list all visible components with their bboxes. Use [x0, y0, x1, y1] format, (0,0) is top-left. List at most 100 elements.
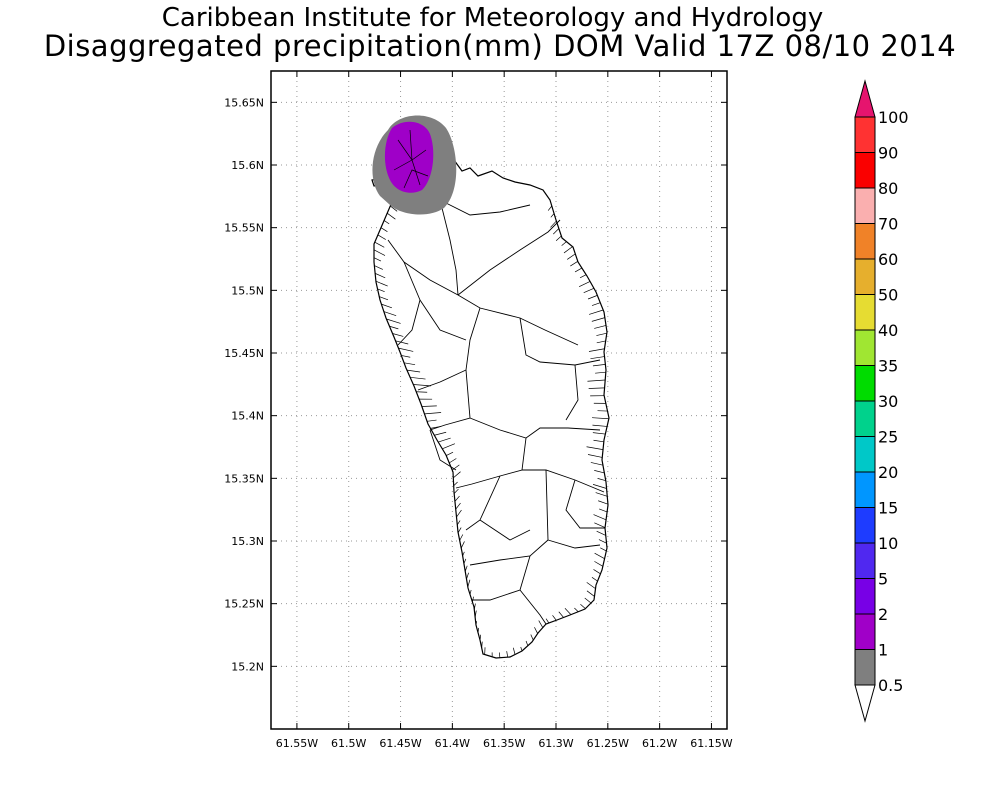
coastal-stream	[558, 611, 564, 618]
lat-tick-label: 15.45N	[224, 347, 264, 360]
title-line-2: Disaggregated precipitation(mm) DOM Vali…	[43, 29, 957, 63]
coastal-stream	[472, 596, 474, 602]
coastal-stream	[550, 213, 555, 218]
coastal-stream	[386, 212, 396, 220]
colorbar-swatch	[854, 329, 876, 366]
latitude-tick-labels: 15.2N 15.25N 15.3N 15.35N 15.4N 15.45N 15.5N 15…	[224, 96, 264, 673]
coastal-stream	[469, 589, 472, 595]
coastal-stream	[390, 205, 398, 212]
lon-tick-label: 61.5W	[331, 737, 366, 750]
precipitation-shading	[372, 115, 457, 215]
colorbar-label: 30	[878, 392, 898, 411]
coastal-stream	[452, 464, 460, 471]
colorbar-swatch	[854, 187, 876, 224]
coastal-stream	[545, 618, 550, 624]
coastal-stream	[553, 228, 560, 235]
lon-tick-label: 61.35W	[483, 737, 525, 750]
coastal-stream	[525, 640, 529, 646]
lon-tick-label: 61.45W	[379, 737, 421, 750]
coastal-stream	[538, 620, 544, 628]
coastal-stream	[574, 267, 583, 273]
coastal-stream	[473, 603, 476, 610]
plot-frame	[270, 70, 728, 730]
coastal-stream	[593, 439, 604, 443]
coastal-stream	[534, 627, 538, 634]
coastal-stream	[555, 235, 562, 242]
coastal-stream	[456, 520, 461, 526]
coastal-stream	[588, 348, 605, 352]
coastal-stream	[561, 241, 567, 246]
colorbar-swatch	[854, 613, 876, 650]
lat-tick-label: 15.55N	[224, 222, 264, 235]
coastal-stream	[455, 502, 461, 510]
precip-area-1-2mm	[384, 121, 434, 193]
coastal-stream	[590, 462, 604, 466]
coastal-stream	[379, 296, 389, 301]
coastal-stream	[547, 205, 553, 211]
colorbar-label: 1	[878, 641, 888, 660]
dominica-island	[371, 117, 610, 659]
colorbar-bottom-arrow	[854, 684, 876, 723]
colorbar-swatch	[854, 223, 876, 260]
colorbar-label: 60	[878, 250, 898, 269]
colorbar-swatch	[854, 578, 876, 615]
colorbar-swatch	[854, 258, 876, 295]
colorbar-label: 20	[878, 463, 898, 482]
coastal-stream	[594, 522, 606, 528]
coastal-stream	[430, 425, 442, 429]
coastal-stream	[591, 302, 601, 306]
coastal-stream	[580, 603, 586, 609]
coastal-stream	[398, 347, 414, 352]
coastal-stream	[570, 261, 578, 267]
colorbar-top-arrow	[854, 79, 876, 118]
coastal-stream	[434, 431, 447, 436]
colorbar-swatch	[854, 294, 876, 331]
colorbar-label: 100	[878, 108, 909, 127]
coastal-stream	[373, 257, 382, 262]
coastal-stream	[586, 446, 604, 450]
longitude-tick-labels: 61.55W 61.5W 61.45W 61.4W 61.35W 61.3W 61.25W 6…	[276, 737, 733, 750]
colorbar-swatch	[854, 365, 876, 402]
coastal-stream	[463, 558, 467, 564]
coastal-stream	[459, 534, 464, 541]
coastal-stream	[381, 303, 392, 309]
colorbar-label: 2	[878, 605, 888, 624]
coastal-stream	[403, 362, 416, 366]
colorbar-label: 70	[878, 215, 898, 234]
lon-tick-label: 61.25W	[587, 737, 629, 750]
coastal-stream	[373, 249, 386, 256]
coastal-stream	[392, 333, 404, 337]
coastal-stream	[466, 572, 469, 580]
coastal-stream	[587, 295, 598, 300]
coastal-stream	[479, 634, 481, 641]
lat-tick-label: 15.25N	[224, 598, 264, 611]
coastal-stream	[594, 552, 605, 559]
coastal-stream	[588, 309, 604, 315]
coastal-stream	[462, 551, 465, 556]
lat-tick-label: 15.5N	[231, 284, 264, 297]
coastal-stream	[587, 454, 603, 458]
colorbar-swatch	[854, 471, 876, 508]
colorbar-swatch	[854, 152, 876, 189]
coastal-stream	[438, 437, 451, 443]
coastal-stream	[593, 514, 607, 521]
coastal-stream	[598, 539, 607, 544]
coastal-stream	[590, 356, 605, 360]
coastal-stream	[475, 621, 478, 626]
colorbar-label: 90	[878, 144, 898, 163]
colorbar-swatch	[854, 542, 876, 579]
coastal-stream	[599, 508, 608, 513]
colorbar-label: 50	[878, 286, 898, 305]
lon-tick-label: 61.4W	[435, 737, 470, 750]
coastal-stream	[389, 325, 399, 330]
coastal-stream	[583, 287, 595, 294]
colorbar-label: 35	[878, 357, 898, 376]
coastal-stream	[574, 607, 579, 612]
colorbar-label: 10	[878, 534, 898, 553]
lat-tick-label: 15.65N	[224, 96, 264, 109]
coastal-stream	[427, 419, 437, 422]
coastal-stream	[467, 579, 471, 587]
coastal-stream	[591, 577, 598, 582]
colorbar-label: 25	[878, 428, 898, 447]
